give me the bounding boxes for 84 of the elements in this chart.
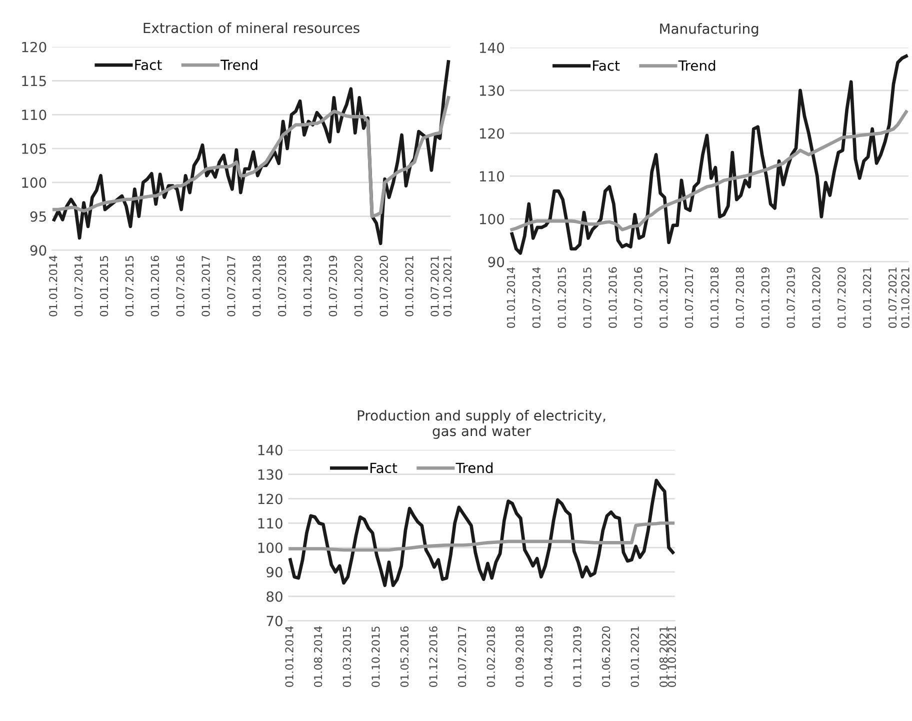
line-series: [288, 478, 674, 588]
x-tick-label: 01.07.2020: [380, 256, 388, 316]
x-tick-label: 01.07.2017: [227, 256, 236, 316]
x-tick-label: 01.07.2019: [786, 267, 795, 328]
x-tick-label: 01.10.2021: [668, 626, 676, 687]
x-tick-label: 01.01.2019: [761, 267, 770, 328]
x-tick-label: 01.04.2019: [544, 626, 553, 687]
x-tick-label: 01.07.2016: [176, 256, 184, 316]
legend-label: Trend: [678, 60, 716, 71]
y-tick-label: 90: [488, 256, 504, 268]
x-tick-label: 01.01.2014: [285, 626, 294, 687]
x-tick-label: 01.12.2016: [429, 626, 438, 687]
legend-label: Trend: [220, 59, 258, 70]
x-tick-label: 01.10.2021: [901, 268, 910, 328]
x-tick-label: 01.07.2015: [125, 256, 134, 316]
y-tick-label: 100: [258, 542, 282, 554]
x-tick-label: 01.07.2018: [278, 256, 286, 316]
x-tick-label: 01.01.2018: [710, 267, 719, 328]
y-tick-label: 130: [258, 469, 282, 480]
x-tick-label: 01.01.2014: [49, 256, 58, 316]
legend-label: Fact: [370, 462, 398, 474]
x-tick-label: 01.01.2018: [252, 256, 261, 316]
x-tick-label: 01.01.2020: [812, 267, 820, 328]
y-tick-label: 120: [258, 494, 282, 504]
y-tick-label: 70: [266, 616, 282, 626]
x-tick-label: 01.07.2018: [736, 267, 744, 328]
y-tick-label: 90: [266, 566, 282, 578]
x-tick-label: 01.03.2015: [342, 626, 351, 687]
chart-title: Extraction of mineral resources: [144, 22, 360, 34]
legend-label: Fact: [135, 60, 162, 70]
line-series: [510, 110, 908, 232]
x-tick-label: 01.01.2017: [202, 256, 210, 316]
x-tick-label: 01.10.2021: [443, 256, 452, 316]
line-series: [510, 54, 908, 255]
y-tick-label: 140: [258, 444, 282, 456]
y-tick-label: 95: [30, 211, 46, 222]
y-tick-label: 110: [22, 110, 46, 120]
y-tick-label: 100: [22, 177, 46, 188]
chart-title: Production and supply of electricity, gas and water: [358, 410, 606, 439]
y-tick-label: 140: [480, 42, 504, 54]
y-tick-label: 110: [258, 518, 282, 529]
y-tick-label: 80: [266, 591, 282, 602]
legend-label: Fact: [593, 60, 620, 71]
x-tick-label: 01.06.2020: [602, 626, 610, 687]
x-tick-label: 01.07.2014: [532, 267, 541, 328]
x-tick-label: 01.09.2018: [516, 626, 524, 687]
x-tick-label: 01.01.2021: [405, 256, 414, 316]
y-tick-label: 120: [22, 42, 46, 52]
x-tick-label: 01.01.2017: [660, 268, 668, 328]
x-tick-label: 01.07.2019: [328, 256, 338, 316]
line-series: [288, 521, 674, 552]
line-series: [52, 96, 450, 218]
x-tick-label: 01.07.2015: [583, 268, 592, 328]
x-tick-label: 01.07.2021: [430, 256, 439, 316]
x-tick-label: 01.08.2014: [314, 626, 322, 687]
chart-title: Manufacturing: [660, 23, 758, 37]
x-tick-label: 01.07.2016: [634, 267, 642, 328]
y-tick-label: 130: [480, 85, 504, 96]
x-tick-label: 01.07.2020: [838, 267, 846, 328]
x-tick-label: 01.01.2019: [303, 256, 312, 316]
x-tick-label: 01.01.2015: [558, 268, 566, 328]
x-tick-label: 01.07.2014: [74, 256, 83, 316]
x-tick-label: 01.05.2016: [400, 626, 409, 687]
x-tick-label: 01.01.2016: [608, 267, 617, 328]
y-tick-label: 105: [22, 143, 46, 154]
y-tick-label: 110: [480, 171, 504, 182]
x-tick-label: 01.01.2020: [354, 256, 363, 316]
y-tick-label: 120: [480, 128, 504, 139]
x-tick-label: 01.08.2021: [660, 626, 668, 687]
x-tick-label: 01.01.2021: [630, 626, 639, 687]
x-tick-label: 01.01.2015: [100, 256, 108, 316]
x-tick-label: 01.02.2018: [486, 626, 495, 687]
x-tick-label: 01.07.2017: [458, 626, 466, 687]
x-tick-label: 01.11.2019: [573, 626, 582, 687]
x-tick-label: 01.10.2015: [372, 626, 380, 687]
x-tick-label: 01.07.2021: [888, 268, 897, 328]
y-tick-label: 100: [480, 214, 504, 224]
x-tick-label: 01.01.2021: [863, 268, 872, 328]
y-tick-label: 90: [30, 245, 46, 256]
x-tick-label: 01.01.2016: [150, 256, 160, 316]
legend-label: Trend: [456, 462, 493, 474]
x-tick-label: 01.01.2014: [506, 267, 516, 328]
y-tick-label: 115: [22, 76, 46, 86]
x-tick-label: 01.07.2017: [684, 268, 694, 328]
